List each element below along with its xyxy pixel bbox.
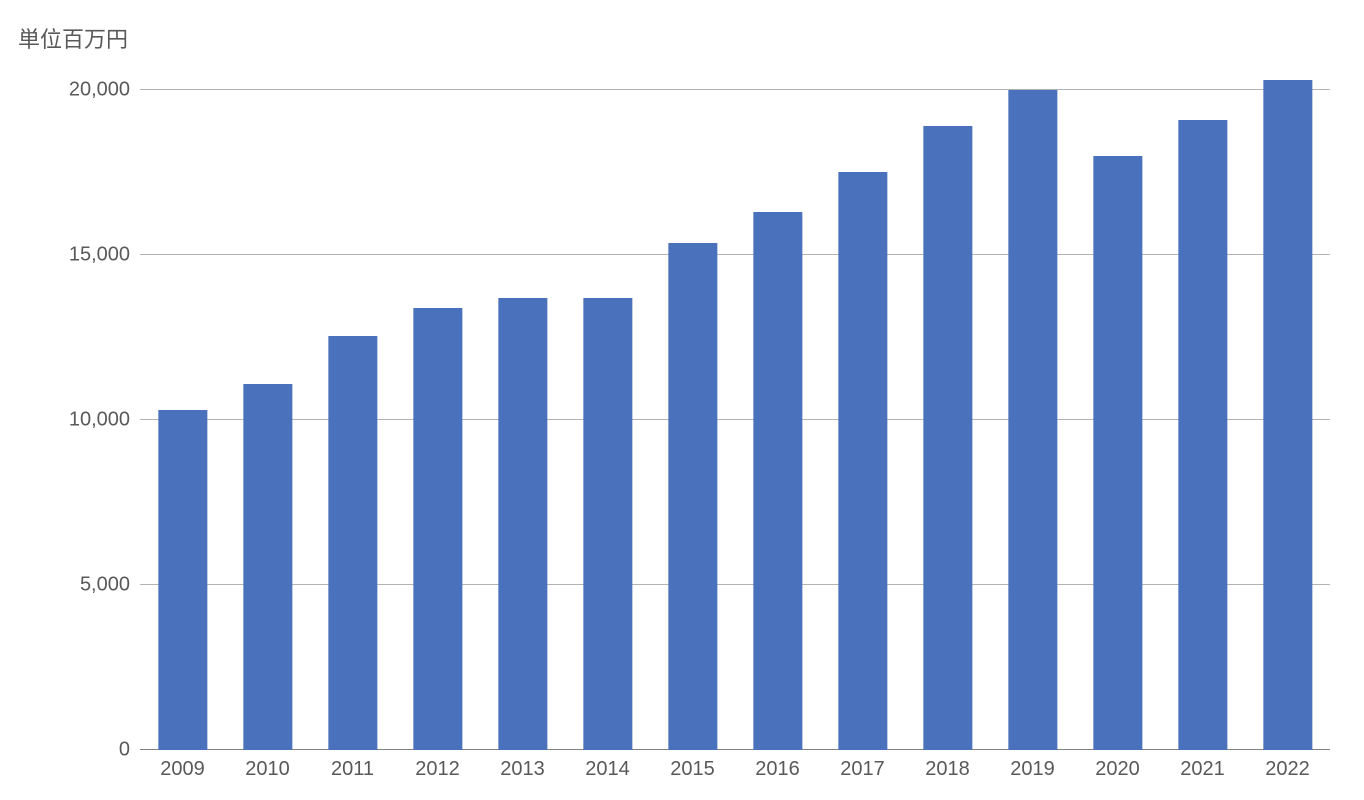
x-tick-label: 2015 xyxy=(650,750,735,781)
bar-slot xyxy=(565,70,650,750)
bar-slot xyxy=(225,70,310,750)
bar-slot xyxy=(905,70,990,750)
bar-slot xyxy=(395,70,480,750)
bar xyxy=(1008,90,1057,750)
x-tick-label: 2009 xyxy=(140,750,225,781)
x-tick-label: 2021 xyxy=(1160,750,1245,781)
bar-slot xyxy=(1245,70,1330,750)
bar xyxy=(498,298,547,750)
y-tick-label: 0 xyxy=(119,739,140,762)
bar xyxy=(923,126,972,750)
bar xyxy=(1178,120,1227,750)
bar-slot xyxy=(990,70,1075,750)
bar xyxy=(838,172,887,750)
bar-slot xyxy=(140,70,225,750)
y-tick-label: 10,000 xyxy=(69,408,140,431)
bar xyxy=(753,212,802,750)
y-tick-label: 15,000 xyxy=(69,243,140,266)
bar-slot xyxy=(1075,70,1160,750)
bar xyxy=(1093,156,1142,750)
bar xyxy=(328,336,377,750)
x-tick-label: 2017 xyxy=(820,750,905,781)
bar-slot xyxy=(310,70,395,750)
bars-container xyxy=(140,70,1330,750)
bar xyxy=(668,243,717,750)
x-tick-label: 2016 xyxy=(735,750,820,781)
bar-slot xyxy=(1160,70,1245,750)
x-tick-label: 2018 xyxy=(905,750,990,781)
plot-area: 2009201020112012201320142015201620172018… xyxy=(140,70,1330,750)
x-tick-label: 2020 xyxy=(1075,750,1160,781)
bar-slot xyxy=(735,70,820,750)
y-axis-unit-label: 単位百万円 xyxy=(18,22,128,54)
x-tick-label: 2011 xyxy=(310,750,395,781)
y-tick-label: 5,000 xyxy=(80,573,140,596)
x-tick-label: 2022 xyxy=(1245,750,1330,781)
bar xyxy=(243,384,292,750)
bar-chart: 単位百万円 2009201020112012201320142015201620… xyxy=(0,0,1364,800)
bar xyxy=(158,410,207,750)
x-tick-label: 2014 xyxy=(565,750,650,781)
x-tick-label: 2013 xyxy=(480,750,565,781)
bar xyxy=(1263,80,1312,750)
bar-slot xyxy=(650,70,735,750)
bar-slot xyxy=(820,70,905,750)
bar xyxy=(413,308,462,750)
y-tick-label: 20,000 xyxy=(69,78,140,101)
x-tick-label: 2012 xyxy=(395,750,480,781)
x-tick-label: 2010 xyxy=(225,750,310,781)
x-tick-label: 2019 xyxy=(990,750,1075,781)
bar xyxy=(583,298,632,750)
x-axis-ticks: 2009201020112012201320142015201620172018… xyxy=(140,750,1330,781)
bar-slot xyxy=(480,70,565,750)
